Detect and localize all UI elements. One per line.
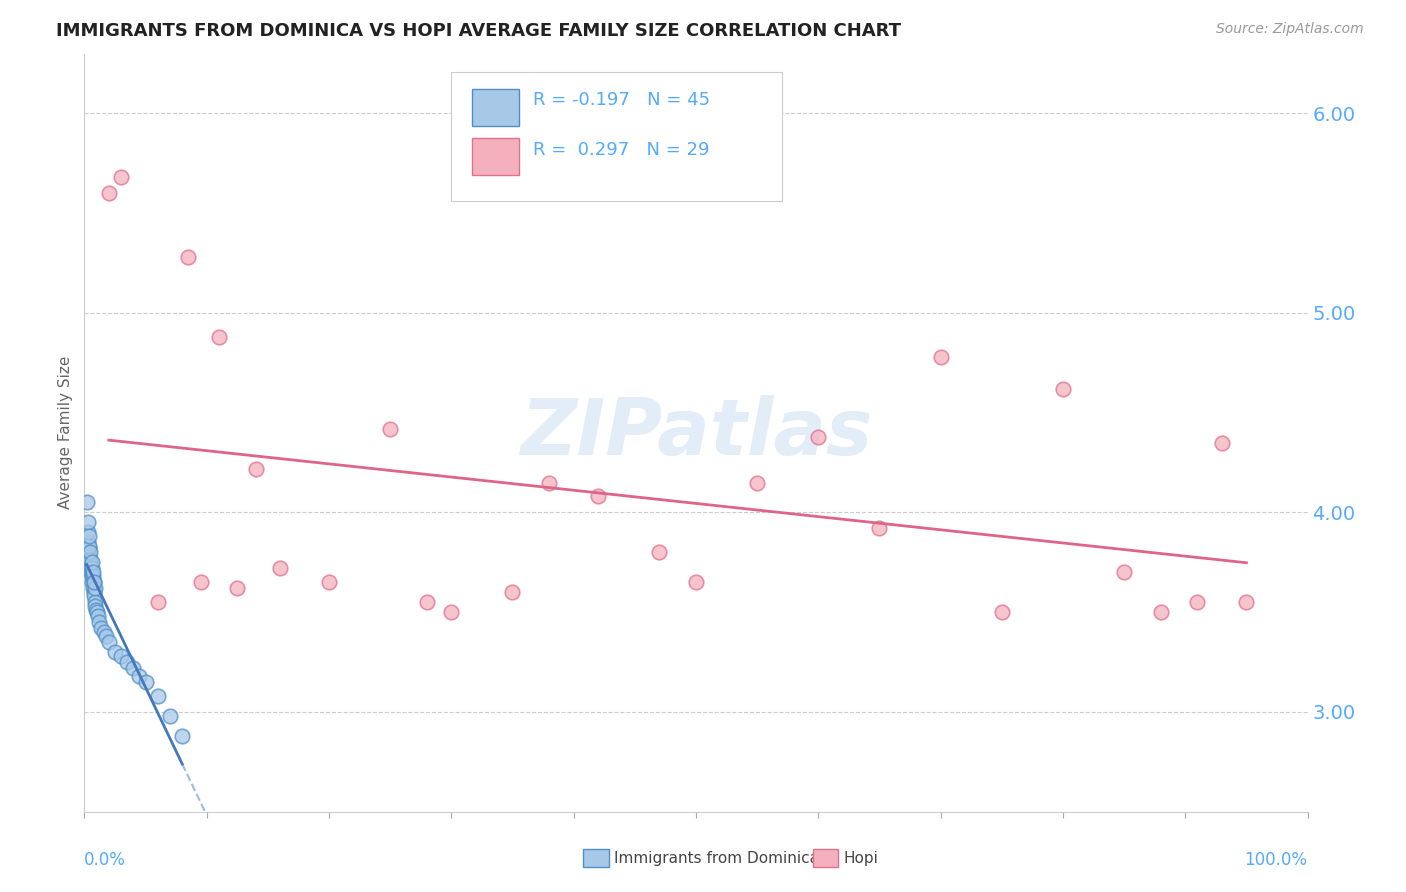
Text: 100.0%: 100.0% <box>1244 851 1308 869</box>
Point <box>97 186 120 201</box>
Point <box>80 561 103 575</box>
Point <box>77 516 100 530</box>
Point <box>869 521 891 535</box>
Point <box>77 541 100 556</box>
Point <box>84 603 107 617</box>
Point <box>115 655 138 669</box>
Point <box>245 461 267 475</box>
Point <box>86 605 108 619</box>
Point <box>79 555 101 569</box>
FancyBboxPatch shape <box>451 72 782 202</box>
Point <box>82 566 104 580</box>
Point <box>83 595 105 609</box>
Point <box>110 170 132 185</box>
Point <box>538 475 561 490</box>
Point <box>146 595 169 609</box>
Point <box>93 625 115 640</box>
Point <box>440 605 463 619</box>
Point <box>1236 595 1258 609</box>
Y-axis label: Average Family Size: Average Family Size <box>58 356 73 509</box>
Point <box>172 729 194 743</box>
Point <box>79 561 101 575</box>
Point <box>84 599 107 614</box>
Point <box>87 609 110 624</box>
Point <box>190 575 212 590</box>
Point <box>77 529 100 543</box>
Point <box>502 585 524 599</box>
Point <box>747 475 769 490</box>
Bar <box>472 89 519 126</box>
Text: Hopi: Hopi <box>844 851 879 865</box>
Point <box>77 539 100 553</box>
Point <box>991 605 1014 619</box>
Point <box>83 575 105 590</box>
Point <box>76 545 98 559</box>
Point <box>82 575 104 590</box>
Point <box>80 555 103 569</box>
Point <box>586 490 609 504</box>
Point <box>685 575 707 590</box>
Point <box>122 661 145 675</box>
Point <box>1114 566 1136 580</box>
Point <box>96 629 118 643</box>
Point <box>97 635 120 649</box>
Point <box>80 569 103 583</box>
Point <box>1187 595 1209 609</box>
Point <box>83 575 105 590</box>
Point <box>84 581 107 595</box>
Text: R =  0.297   N = 29: R = 0.297 N = 29 <box>533 141 710 159</box>
Point <box>648 545 671 559</box>
Point <box>90 621 112 635</box>
Bar <box>472 138 519 175</box>
Point <box>177 250 200 264</box>
Point <box>269 561 291 575</box>
Point <box>77 525 100 540</box>
Point <box>318 575 340 590</box>
Text: R = -0.197   N = 45: R = -0.197 N = 45 <box>533 92 710 110</box>
Text: IMMIGRANTS FROM DOMINICA VS HOPI AVERAGE FAMILY SIZE CORRELATION CHART: IMMIGRANTS FROM DOMINICA VS HOPI AVERAGE… <box>56 22 901 40</box>
Point <box>77 535 100 549</box>
Text: Source: ZipAtlas.com: Source: ZipAtlas.com <box>1216 22 1364 37</box>
Point <box>146 689 169 703</box>
Point <box>1211 435 1233 450</box>
Point <box>110 649 132 664</box>
Point <box>83 585 105 599</box>
Point <box>77 549 100 564</box>
Point <box>79 553 101 567</box>
Point <box>82 581 104 595</box>
Point <box>1150 605 1173 619</box>
Point <box>208 330 231 344</box>
Text: ZIPatlas: ZIPatlas <box>520 394 872 471</box>
Text: Immigrants from Dominica: Immigrants from Dominica <box>614 851 820 865</box>
Point <box>87 615 110 630</box>
Point <box>159 709 181 723</box>
Point <box>104 645 127 659</box>
Text: 0.0%: 0.0% <box>84 851 127 869</box>
Point <box>79 545 101 559</box>
Point <box>135 675 157 690</box>
Point <box>380 422 402 436</box>
Point <box>128 669 150 683</box>
Point <box>929 350 952 364</box>
Point <box>416 595 439 609</box>
Point <box>80 566 103 580</box>
Point <box>76 495 98 509</box>
Point <box>226 581 249 595</box>
Point <box>83 589 105 603</box>
Point <box>807 429 830 443</box>
Point <box>1052 382 1074 396</box>
Point <box>82 569 104 583</box>
